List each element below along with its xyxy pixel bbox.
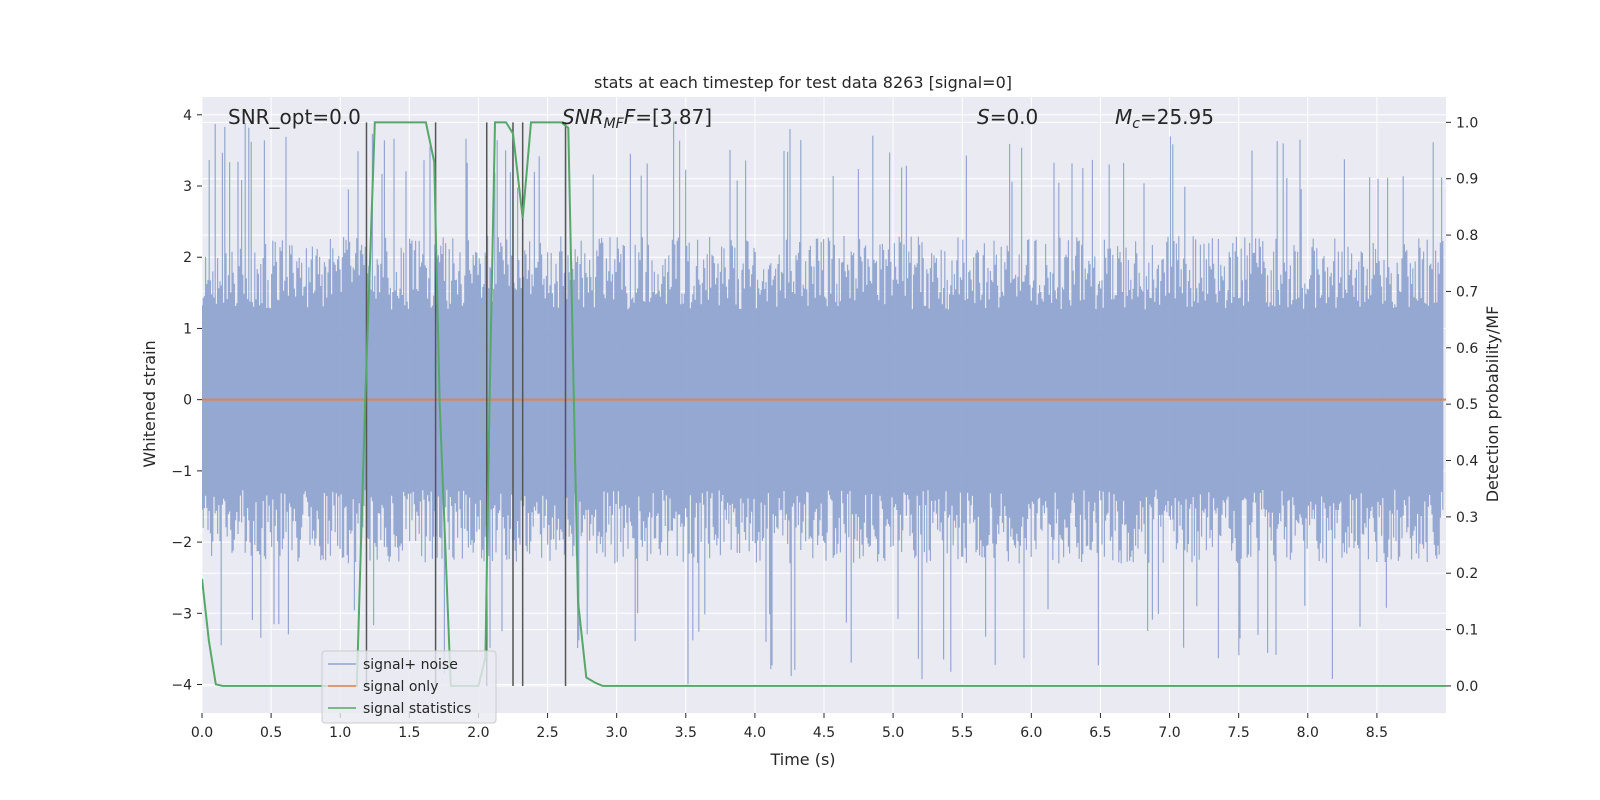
y2-tick-label: 0.8	[1456, 228, 1478, 244]
mc-subscript: c	[1132, 116, 1140, 132]
y-tick-label: −3	[171, 606, 192, 622]
y2-tick-label: 0.7	[1456, 284, 1478, 300]
y-tick-label: −1	[171, 464, 192, 480]
annotation-snr-mf: SNRMFF=[3.87]	[562, 105, 712, 132]
legend-label-signal-statistics: signal statistics	[363, 701, 471, 717]
y2-tick-label: 0.3	[1456, 510, 1478, 526]
annotation-s: S=0.0	[977, 105, 1038, 129]
x-tick-label: 0.5	[260, 725, 282, 741]
legend-frame	[321, 650, 497, 724]
legend-label-signal-only: signal only	[363, 679, 438, 695]
y-axis-ticks: 4 3 2 1 0 −1 −2 −3 −4	[171, 108, 202, 694]
y-tick-label: 3	[183, 179, 192, 195]
snr-mf-f: F	[624, 105, 636, 129]
x-axis-ticks: 0.0 0.5 1.0 1.5 2.0 2.5 3.0 3.5 4.0 4.5 5.0 5.5 6.0 6…	[191, 713, 1388, 741]
x-tick-label: 2.0	[467, 725, 489, 741]
series-signal-statistics	[202, 121, 1446, 687]
x-tick-label: 4.5	[813, 725, 835, 741]
annotation-mc: Mc=25.95	[1115, 105, 1214, 132]
y-tick-label: 0	[183, 393, 192, 409]
y-tick-label: −4	[171, 678, 192, 694]
x-tick-label: 6.5	[1089, 725, 1111, 741]
x-tick-label: 6.0	[1020, 725, 1042, 741]
y2-tick-label: 0.1	[1456, 623, 1478, 639]
x-tick-label: 1.5	[398, 725, 420, 741]
y2-tick-label: 0.0	[1456, 679, 1478, 695]
x-tick-label: 4.0	[744, 725, 766, 741]
x-tick-label: 5.5	[951, 725, 973, 741]
y-tick-label: 1	[183, 321, 192, 337]
y2-axis-label: Detection probability/MF	[1483, 306, 1502, 503]
x-tick-label: 3.5	[675, 725, 697, 741]
annotation-snr-opt: SNR_opt=0.0	[228, 105, 361, 129]
y2-tick-label: 0.9	[1456, 172, 1478, 188]
x-tick-label: 1.0	[329, 725, 351, 741]
x-tick-label: 8.0	[1297, 725, 1319, 741]
legend: signal+ noise signal only signal statist…	[321, 650, 497, 724]
snr-mf-symbol: SNR	[562, 105, 604, 129]
x-tick-label: 3.0	[606, 725, 628, 741]
y-tick-label: −2	[171, 535, 192, 551]
y2-axis-ticks: 1.0 0.9 0.8 0.7 0.6 0.5 0.4 0.3 0.2 0.1 0.0	[1446, 115, 1478, 695]
legend-label-signal-noise: signal+ noise	[363, 657, 458, 673]
chart-title: stats at each timestep for test data 826…	[594, 73, 1012, 92]
y2-tick-label: 0.5	[1456, 397, 1478, 413]
x-tick-label: 2.5	[536, 725, 558, 741]
x-tick-label: 5.0	[882, 725, 904, 741]
x-tick-label: 0.0	[191, 725, 213, 741]
y2-tick-label: 1.0	[1456, 115, 1478, 131]
s-symbol: S	[977, 105, 990, 129]
y2-tick-label: 0.2	[1456, 566, 1478, 582]
x-tick-label: 8.5	[1366, 725, 1388, 741]
y2-tick-label: 0.4	[1456, 454, 1478, 470]
y-tick-label: 4	[183, 108, 192, 124]
y2-tick-label: 0.6	[1456, 341, 1478, 357]
mc-symbol: M	[1115, 105, 1132, 129]
x-axis-label: Time (s)	[769, 750, 835, 769]
mc-value: =25.95	[1140, 105, 1214, 129]
s-value: =0.0	[990, 105, 1039, 129]
snr-mf-subscript: MF	[604, 116, 625, 132]
x-tick-label: 7.5	[1228, 725, 1250, 741]
noise-trace	[202, 122, 1444, 685]
snr-mf-value: =[3.87]	[635, 105, 712, 129]
y-axis-label: Whitened strain	[140, 340, 159, 467]
series-signal-noise	[202, 122, 1444, 685]
y-tick-label: 2	[183, 250, 192, 266]
x-tick-label: 7.0	[1158, 725, 1180, 741]
